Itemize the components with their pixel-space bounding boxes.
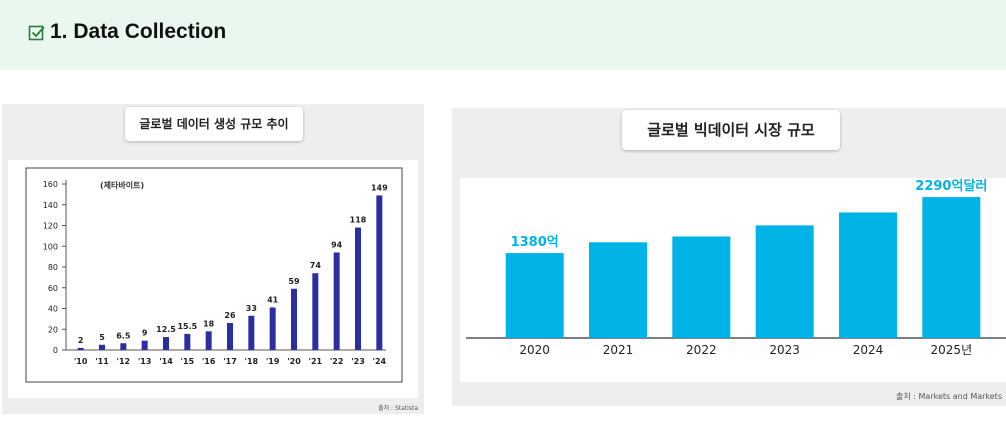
x-tick-label: 2024 — [853, 343, 884, 357]
unit-label: (제타바이트) — [100, 180, 144, 190]
chart-plot-area: 0 20 40 60 80 100 120 140 160 (제타바이트) 2 '10 5 '11 6.5 '… — [8, 160, 418, 398]
bar — [184, 333, 191, 350]
bar — [205, 331, 212, 350]
x-tick-label: '11 — [95, 357, 109, 366]
x-tick-label: '17 — [223, 357, 237, 366]
y-tick-label: 100 — [43, 242, 58, 251]
chart-source: 출처 : Statista — [378, 405, 418, 412]
x-tick-label: 2020 — [519, 343, 550, 357]
data-volume-chart-panel: 글로벌 데이터 생성 규모 추이 0 20 40 60 80 100 120 140 160 (제… — [2, 104, 424, 414]
x-tick-label: '24 — [373, 357, 387, 366]
x-tick-label: 2021 — [603, 343, 634, 357]
bigdata-market-chart: 2020 2021 2022 2023 2024 2025년 1380억 2290억달러 — [466, 178, 1006, 357]
chart-title: 글로벌 빅데이터 시장 규모 — [622, 110, 840, 150]
x-tick-label: 2025년 — [931, 343, 973, 357]
data-label: 59 — [288, 277, 300, 286]
bar — [922, 197, 981, 338]
bar — [291, 288, 297, 350]
bar — [839, 212, 897, 338]
y-tick-label: 20 — [48, 325, 58, 334]
x-tick-label: '22 — [330, 357, 344, 366]
data-label: 33 — [246, 304, 257, 313]
plot-frame — [25, 167, 403, 383]
bigdata-market-chart-panel: 글로벌 빅데이터 시장 규모 2020 2021 2022 2023 2024 2025년… — [452, 108, 1006, 406]
data-label: 118 — [350, 216, 367, 225]
checkbox-icon — [28, 25, 45, 41]
x-tick-label: '10 — [74, 357, 88, 366]
y-tick-label: 0 — [53, 346, 58, 355]
data-label: 94 — [331, 240, 343, 249]
bar — [99, 344, 105, 350]
bar — [269, 307, 276, 350]
bar — [141, 340, 148, 350]
chart-plot-area: 2020 2021 2022 2023 2024 2025년 1380억 2290억달러 — [460, 178, 1006, 382]
bar — [589, 242, 647, 338]
chart-source: 출처 : Markets and Markets — [896, 392, 1002, 401]
data-label: 15.5 — [177, 322, 197, 331]
x-tick-label: '21 — [309, 357, 323, 366]
x-tick-label: '18 — [245, 357, 259, 366]
x-tick-label: '15 — [181, 357, 195, 366]
data-label: 41 — [267, 295, 279, 304]
x-tick-label: '12 — [117, 357, 131, 366]
data-label: 74 — [310, 261, 322, 270]
data-label: 12.5 — [156, 325, 176, 334]
x-tick-label: '19 — [266, 357, 280, 366]
x-tick-label: '13 — [138, 357, 152, 366]
chart-title: 글로벌 데이터 생성 규모 추이 — [125, 107, 303, 141]
bar — [672, 236, 731, 338]
y-tick-label: 140 — [43, 201, 58, 210]
bar — [355, 227, 361, 350]
bar — [120, 343, 127, 350]
data-label: 2 — [78, 336, 84, 345]
bar — [333, 252, 340, 350]
data-volume-chart: 0 20 40 60 80 100 120 140 160 (제타바이트) 2 '10 5 '11 6.5 '… — [25, 167, 403, 383]
y-tick-label: 40 — [48, 305, 58, 314]
bar — [248, 315, 255, 350]
data-label: 149 — [371, 183, 388, 192]
data-label: 5 — [99, 333, 105, 342]
x-tick-label: 2022 — [686, 343, 717, 357]
x-tick-label: '14 — [159, 357, 173, 366]
y-tick-label: 120 — [43, 222, 58, 231]
x-tick-label: '16 — [202, 357, 216, 366]
section-title: 1. Data Collection — [50, 20, 227, 43]
bar — [227, 323, 233, 350]
bar-annotation: 2290억달러 — [915, 178, 987, 194]
bar — [376, 195, 383, 350]
bar — [755, 225, 814, 338]
bar — [505, 253, 564, 338]
data-label: 9 — [142, 329, 148, 338]
bar — [163, 337, 169, 350]
section-header: 1. Data Collection — [0, 0, 1006, 70]
y-tick-label: 60 — [48, 284, 58, 293]
y-tick-label: 80 — [48, 263, 58, 272]
bar — [77, 347, 84, 350]
bar — [312, 273, 319, 350]
x-tick-label: 2023 — [769, 343, 800, 357]
x-tick-label: '20 — [287, 357, 301, 366]
x-tick-label: '23 — [351, 357, 365, 366]
bar-annotation: 1380억 — [511, 235, 559, 250]
data-label: 26 — [224, 311, 236, 320]
y-tick-label: 160 — [43, 180, 58, 189]
data-label: 18 — [203, 319, 215, 328]
data-label: 6.5 — [116, 331, 131, 340]
